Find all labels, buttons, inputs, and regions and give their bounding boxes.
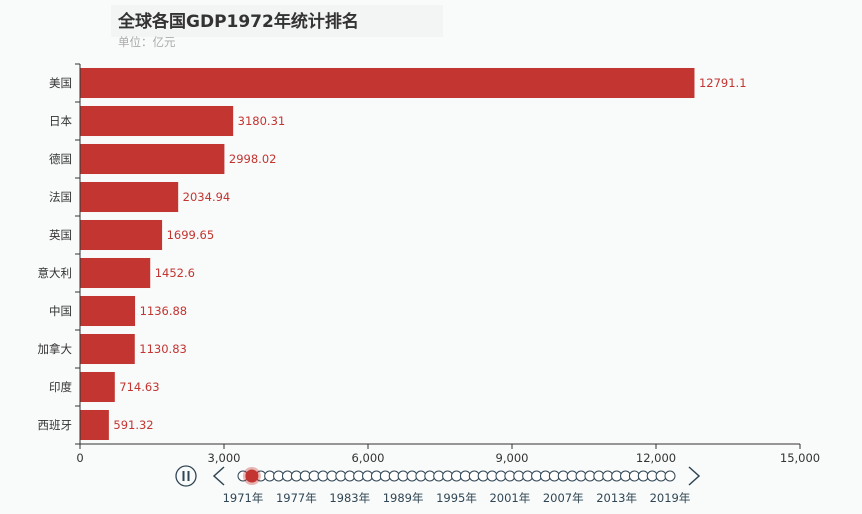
x-tick-label: 0	[76, 451, 83, 465]
category-label: 印度	[49, 380, 72, 394]
timeline-label[interactable]: 1977年	[276, 491, 317, 505]
chevron-right-icon[interactable]	[688, 466, 701, 486]
timeline-label[interactable]: 1995年	[436, 491, 477, 505]
bar[interactable]	[80, 409, 109, 441]
bar-value-label: 1699.65	[167, 228, 215, 242]
x-tick-label: 9,000	[496, 451, 529, 465]
bar-value-label: 2998.02	[229, 152, 277, 166]
category-label: 中国	[49, 304, 72, 318]
category-label: 美国	[49, 76, 72, 90]
bar-chart: 0 3,000 6,000 9,000 12,000 15,000 美国 12791.1 日本 3…	[38, 63, 820, 465]
x-tick-label: 15,000	[780, 451, 820, 465]
bar-value-label: 714.63	[119, 380, 159, 394]
x-tick-label: 6,000	[352, 451, 385, 465]
bar-value-label: 2034.94	[183, 190, 231, 204]
bar-value-label: 1452.6	[155, 266, 195, 280]
timeline-play-button[interactable]	[175, 465, 197, 487]
bar-value-label: 12791.1	[699, 76, 747, 90]
bar-value-label: 3180.31	[238, 114, 286, 128]
chart-subtitle: 单位：亿元	[118, 35, 176, 49]
x-tick-label: 12,000	[636, 451, 676, 465]
timeline-label[interactable]: 2019年	[650, 491, 691, 505]
timeline-label[interactable]: 1989年	[383, 491, 424, 505]
category-label: 德国	[49, 152, 72, 166]
pause-icon	[182, 471, 190, 481]
timeline-label[interactable]: 1983年	[329, 491, 370, 505]
chart-title: 全球各国GDP1972年统计排名	[118, 12, 359, 32]
bar[interactable]	[80, 333, 135, 365]
category-label: 英国	[49, 228, 72, 242]
chevron-left-icon[interactable]	[212, 466, 225, 486]
bar[interactable]	[80, 219, 163, 251]
bar-value-label: 591.32	[113, 418, 153, 432]
category-label: 日本	[49, 114, 72, 128]
category-label: 加拿大	[38, 342, 73, 356]
bar[interactable]	[80, 143, 225, 175]
timeline-label[interactable]: 2007年	[543, 491, 584, 505]
bar-value-label: 1130.83	[139, 342, 187, 356]
timeline-label[interactable]: 2001年	[489, 491, 530, 505]
title-background	[111, 5, 443, 37]
bar[interactable]	[80, 105, 234, 137]
bar[interactable]	[80, 181, 179, 213]
timeline-point[interactable]	[664, 470, 676, 482]
category-label: 法国	[49, 190, 72, 204]
bar[interactable]	[80, 371, 115, 403]
bar-value-label: 1136.88	[140, 304, 188, 318]
category-label: 西班牙	[38, 418, 73, 432]
timeline-checkpoint[interactable]	[245, 469, 259, 483]
timeline-label[interactable]: 1971年	[223, 491, 264, 505]
category-label: 意大利	[38, 266, 73, 280]
bar[interactable]	[80, 67, 695, 99]
x-tick-label: 3,000	[208, 451, 241, 465]
timeline-label[interactable]: 2013年	[596, 491, 637, 505]
bar[interactable]	[80, 295, 136, 327]
bar[interactable]	[80, 257, 151, 289]
